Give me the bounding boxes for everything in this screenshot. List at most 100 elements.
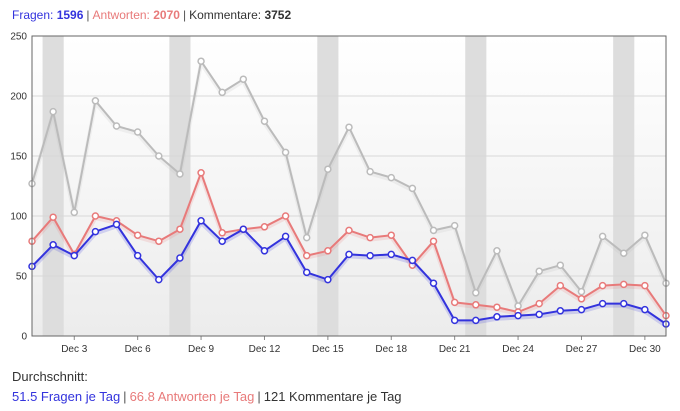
weekend-band — [169, 36, 191, 336]
separator: | — [86, 8, 90, 22]
answers-point — [429, 237, 438, 245]
comments-point — [218, 88, 226, 97]
comments-point — [535, 267, 543, 275]
weekend-band — [317, 36, 339, 336]
x-tick-label: Dec 27 — [566, 344, 598, 355]
average-line: 51.5 Fragen je Tag | 66.8 Antworten je Tag… — [12, 389, 402, 404]
questions-point — [619, 299, 628, 308]
questions-point — [493, 313, 501, 321]
answers-point — [493, 303, 501, 311]
questions-point — [450, 316, 459, 325]
x-tick-label: Dec 21 — [439, 344, 471, 355]
comments-point — [641, 231, 649, 239]
comments-point — [598, 232, 607, 241]
comments-point — [112, 122, 121, 130]
answers-point — [641, 281, 649, 290]
questions-point — [70, 251, 79, 260]
comments-point — [429, 226, 438, 235]
comments-point — [408, 184, 417, 193]
comments-point — [133, 128, 142, 136]
questions-count: 1596 — [56, 8, 84, 22]
weekend-band — [465, 36, 487, 336]
comments-point — [197, 57, 205, 65]
questions-point — [239, 225, 248, 233]
questions-point — [324, 275, 332, 284]
answers-point — [260, 223, 269, 231]
questions-point — [598, 299, 607, 308]
answers-point — [324, 247, 332, 255]
answers-count: 2070 — [153, 8, 180, 22]
questions-point — [535, 310, 543, 319]
comments-label: Kommentare: — [189, 8, 262, 22]
comments-point — [556, 261, 565, 269]
answers-point — [176, 225, 184, 233]
x-tick-label: Dec 15 — [312, 344, 344, 355]
questions-point — [281, 232, 290, 241]
questions-point — [556, 307, 565, 315]
x-tick-label: Dec 18 — [375, 344, 407, 355]
comments-point — [176, 170, 184, 178]
questions-point — [366, 251, 374, 260]
average-title: Durchschnitt: — [12, 369, 88, 384]
summary-line: Fragen: 1596 | Antworten: 2070 | Kommentare:… — [12, 8, 291, 22]
answers-point — [302, 251, 311, 260]
answers-point — [281, 212, 290, 220]
questions-label: Fragen: — [12, 8, 54, 22]
questions-point — [429, 279, 438, 287]
answers-point — [598, 281, 607, 290]
answers-label: Antworten: — [92, 8, 150, 22]
y-tick-label: 150 — [10, 152, 27, 163]
x-tick-label: Dec 24 — [502, 344, 534, 355]
average-comments: 121 Kommentare je Tag — [263, 389, 402, 404]
separator: | — [182, 8, 187, 22]
comments-count: 3752 — [264, 8, 292, 22]
answers-point — [49, 213, 57, 221]
answers-point — [577, 295, 586, 303]
x-tick-label: Dec 9 — [188, 344, 215, 355]
x-tick-label: Dec 12 — [249, 344, 281, 355]
answers-point — [472, 301, 480, 309]
weekend-band — [613, 36, 635, 336]
x-tick-label: Dec 3 — [61, 344, 88, 355]
average-answers: 66.8 Antworten je Tag — [129, 389, 255, 404]
questions-point — [302, 268, 311, 277]
answers-point — [133, 231, 142, 239]
questions-point — [387, 250, 396, 259]
plot-frame — [31, 35, 667, 337]
answers-point — [197, 169, 205, 177]
answers-point — [619, 280, 628, 289]
questions-point — [408, 256, 417, 265]
y-tick-label: 200 — [10, 92, 27, 103]
comments-point — [450, 221, 459, 230]
comments-point — [281, 148, 290, 157]
comments-point — [324, 165, 332, 173]
comments-point — [366, 167, 374, 176]
answers-point — [155, 237, 163, 245]
comments-point — [302, 233, 311, 242]
questions-point — [49, 241, 57, 249]
questions-point — [345, 250, 353, 259]
comments-point — [577, 287, 586, 296]
questions-point — [155, 275, 163, 284]
questions-point — [112, 220, 121, 229]
separator: | — [257, 389, 261, 404]
comments-point — [91, 97, 100, 105]
questions-point — [514, 311, 522, 320]
questions-point — [133, 251, 142, 260]
comments-point — [239, 75, 248, 83]
questions-point — [260, 247, 269, 255]
questions-point — [218, 237, 226, 245]
comments-point — [493, 247, 501, 255]
answers-point — [345, 226, 353, 235]
x-tick-label: Dec 30 — [629, 344, 661, 355]
answers-point — [556, 281, 565, 290]
y-tick-label: 250 — [10, 32, 27, 43]
plot-background — [32, 36, 666, 336]
y-tick-label: 0 — [21, 332, 27, 343]
answers-point — [387, 231, 396, 239]
questions-point — [472, 316, 480, 325]
questions-point — [197, 217, 205, 225]
questions-point — [176, 254, 184, 262]
daily-activity-chart: 0 50 100 150 200 250 Dec 3 Dec 6 Dec 9 Dec 12 Dec … — [10, 32, 670, 355]
answers-point — [535, 299, 543, 308]
